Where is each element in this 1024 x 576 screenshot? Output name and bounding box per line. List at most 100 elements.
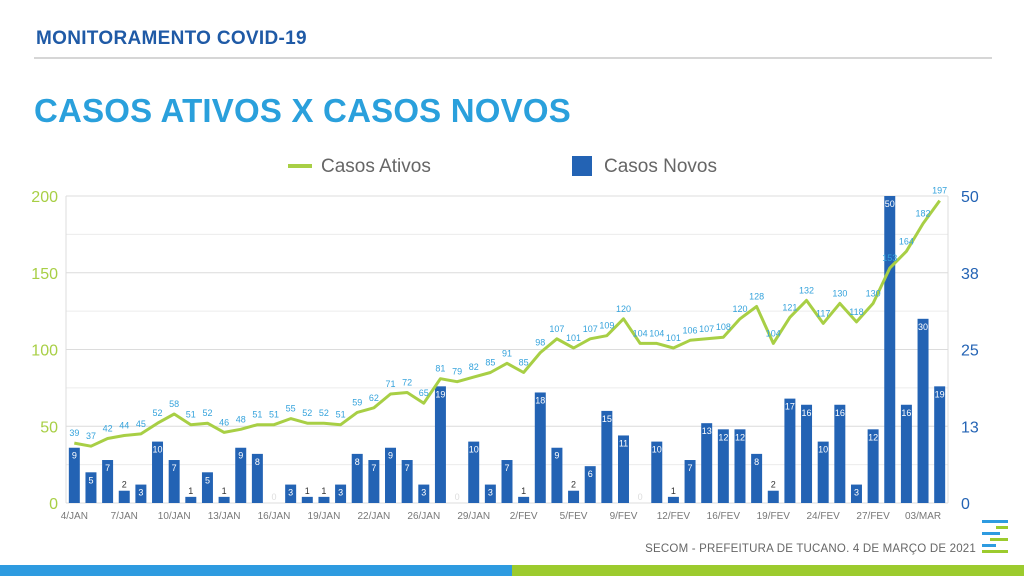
- y-right-tick-label: 38: [961, 266, 979, 283]
- bar-label: 10: [469, 445, 479, 455]
- bar-label: 9: [554, 451, 559, 461]
- header-title: MONITORAMENTO COVID-19: [36, 28, 307, 49]
- bar-label: 15: [602, 414, 612, 424]
- line-label: 107: [583, 324, 598, 334]
- bar-label: 10: [652, 445, 662, 455]
- bar: [551, 447, 563, 503]
- bar: [468, 441, 480, 503]
- bar: [235, 447, 247, 503]
- y-left-tick-label: 150: [31, 266, 58, 283]
- y-right-tick-label: 50: [961, 189, 979, 206]
- line-label: 85: [519, 358, 529, 368]
- line-label: 107: [549, 324, 564, 334]
- bar: [68, 447, 80, 503]
- line-label: 37: [86, 431, 96, 441]
- bar-label: 8: [754, 457, 759, 467]
- line-label: 104: [766, 328, 781, 338]
- line-label: 104: [633, 328, 648, 338]
- bar: [834, 404, 846, 503]
- bar-label: 16: [901, 408, 911, 418]
- line-label: 51: [186, 410, 196, 420]
- x-tick-label: 24/FEV: [807, 511, 841, 522]
- bar: [385, 447, 397, 503]
- bar: [817, 441, 829, 503]
- bar: [734, 429, 746, 503]
- x-tick-label: 29/JAN: [457, 511, 490, 522]
- x-tick-label: 7/JAN: [111, 511, 138, 522]
- line-label: 51: [252, 410, 262, 420]
- bar-label: 9: [238, 451, 243, 461]
- bar-label: 1: [222, 486, 227, 496]
- line-label: 42: [103, 424, 113, 434]
- line-label: 71: [386, 379, 396, 389]
- bar-label: 3: [138, 488, 143, 498]
- line-label: 81: [435, 364, 445, 374]
- footer-bar-blue: [0, 565, 512, 576]
- x-tick-label: 26/JAN: [407, 511, 440, 522]
- y-left-tick-label: 200: [31, 189, 58, 206]
- line-label: 48: [236, 414, 246, 424]
- line-label: 104: [649, 328, 664, 338]
- bar: [434, 386, 446, 503]
- line-label: 128: [749, 292, 764, 302]
- legend-bar-swatch: [572, 156, 592, 176]
- bar-label: 7: [105, 463, 110, 473]
- bar: [518, 496, 530, 503]
- bar-label: 2: [122, 480, 127, 490]
- bar-label: 8: [255, 457, 260, 467]
- bar: [701, 423, 713, 503]
- line-label: 117: [816, 308, 830, 318]
- line-labels: 39 37 42 44 45 52 58 51 52 46 48 51 51 55 52 52 51 59 62 71…: [69, 186, 947, 442]
- bar-label: 0: [272, 492, 277, 502]
- bar: [717, 429, 729, 503]
- casos-ativos-line: [74, 199, 941, 448]
- bar-label: 3: [288, 488, 293, 498]
- bar-label: 19: [435, 389, 445, 399]
- line-label: 65: [419, 388, 429, 398]
- line-label: 52: [302, 408, 312, 418]
- legend-label-casos-novos: Casos Novos: [604, 156, 717, 177]
- bar-label: 0: [638, 492, 643, 502]
- bar: [751, 453, 763, 503]
- line-label: 107: [699, 324, 714, 334]
- line-label: 108: [716, 322, 731, 332]
- line-label: 59: [352, 397, 362, 407]
- x-tick-label: 2/FEV: [510, 511, 538, 522]
- bar: [318, 496, 330, 503]
- line-label: 72: [402, 377, 412, 387]
- footer-bar-green: [512, 565, 1024, 576]
- line-label: 79: [452, 367, 462, 377]
- line-label: 98: [535, 338, 545, 348]
- line-label: 39: [69, 428, 79, 438]
- line-label: 153: [882, 253, 897, 263]
- bar-label: 3: [488, 488, 493, 498]
- x-tick-label: 4/JAN: [61, 511, 88, 522]
- line-label: 130: [866, 288, 881, 298]
- bar-label: 0: [455, 492, 460, 502]
- line: [74, 199, 941, 448]
- line-label: 82: [469, 362, 479, 372]
- x-tick-label: 16/JAN: [258, 511, 291, 522]
- bar-label: 7: [172, 463, 177, 473]
- bar-label: 1: [521, 486, 526, 496]
- bar-label: 1: [305, 486, 310, 496]
- bar: [401, 460, 413, 503]
- line-label: 51: [336, 410, 346, 420]
- bar: [484, 484, 496, 503]
- bar: [900, 404, 912, 503]
- x-tick-label: 5/FEV: [560, 511, 588, 522]
- bar: [152, 441, 164, 503]
- line-label: 164: [899, 236, 914, 246]
- legend: Casos Ativos Casos Novos: [288, 156, 717, 177]
- bar-label: 10: [818, 445, 828, 455]
- bar-label: 18: [535, 395, 545, 405]
- bar: [767, 490, 779, 503]
- bar-label: 3: [854, 488, 859, 498]
- y-left-tick-label: 100: [31, 343, 58, 360]
- line-label: 182: [916, 209, 931, 219]
- bar-label: 9: [72, 451, 77, 461]
- bar-label: 10: [153, 445, 163, 455]
- line-label: 52: [202, 408, 212, 418]
- bar: [584, 466, 596, 503]
- bar-label: 17: [785, 402, 795, 412]
